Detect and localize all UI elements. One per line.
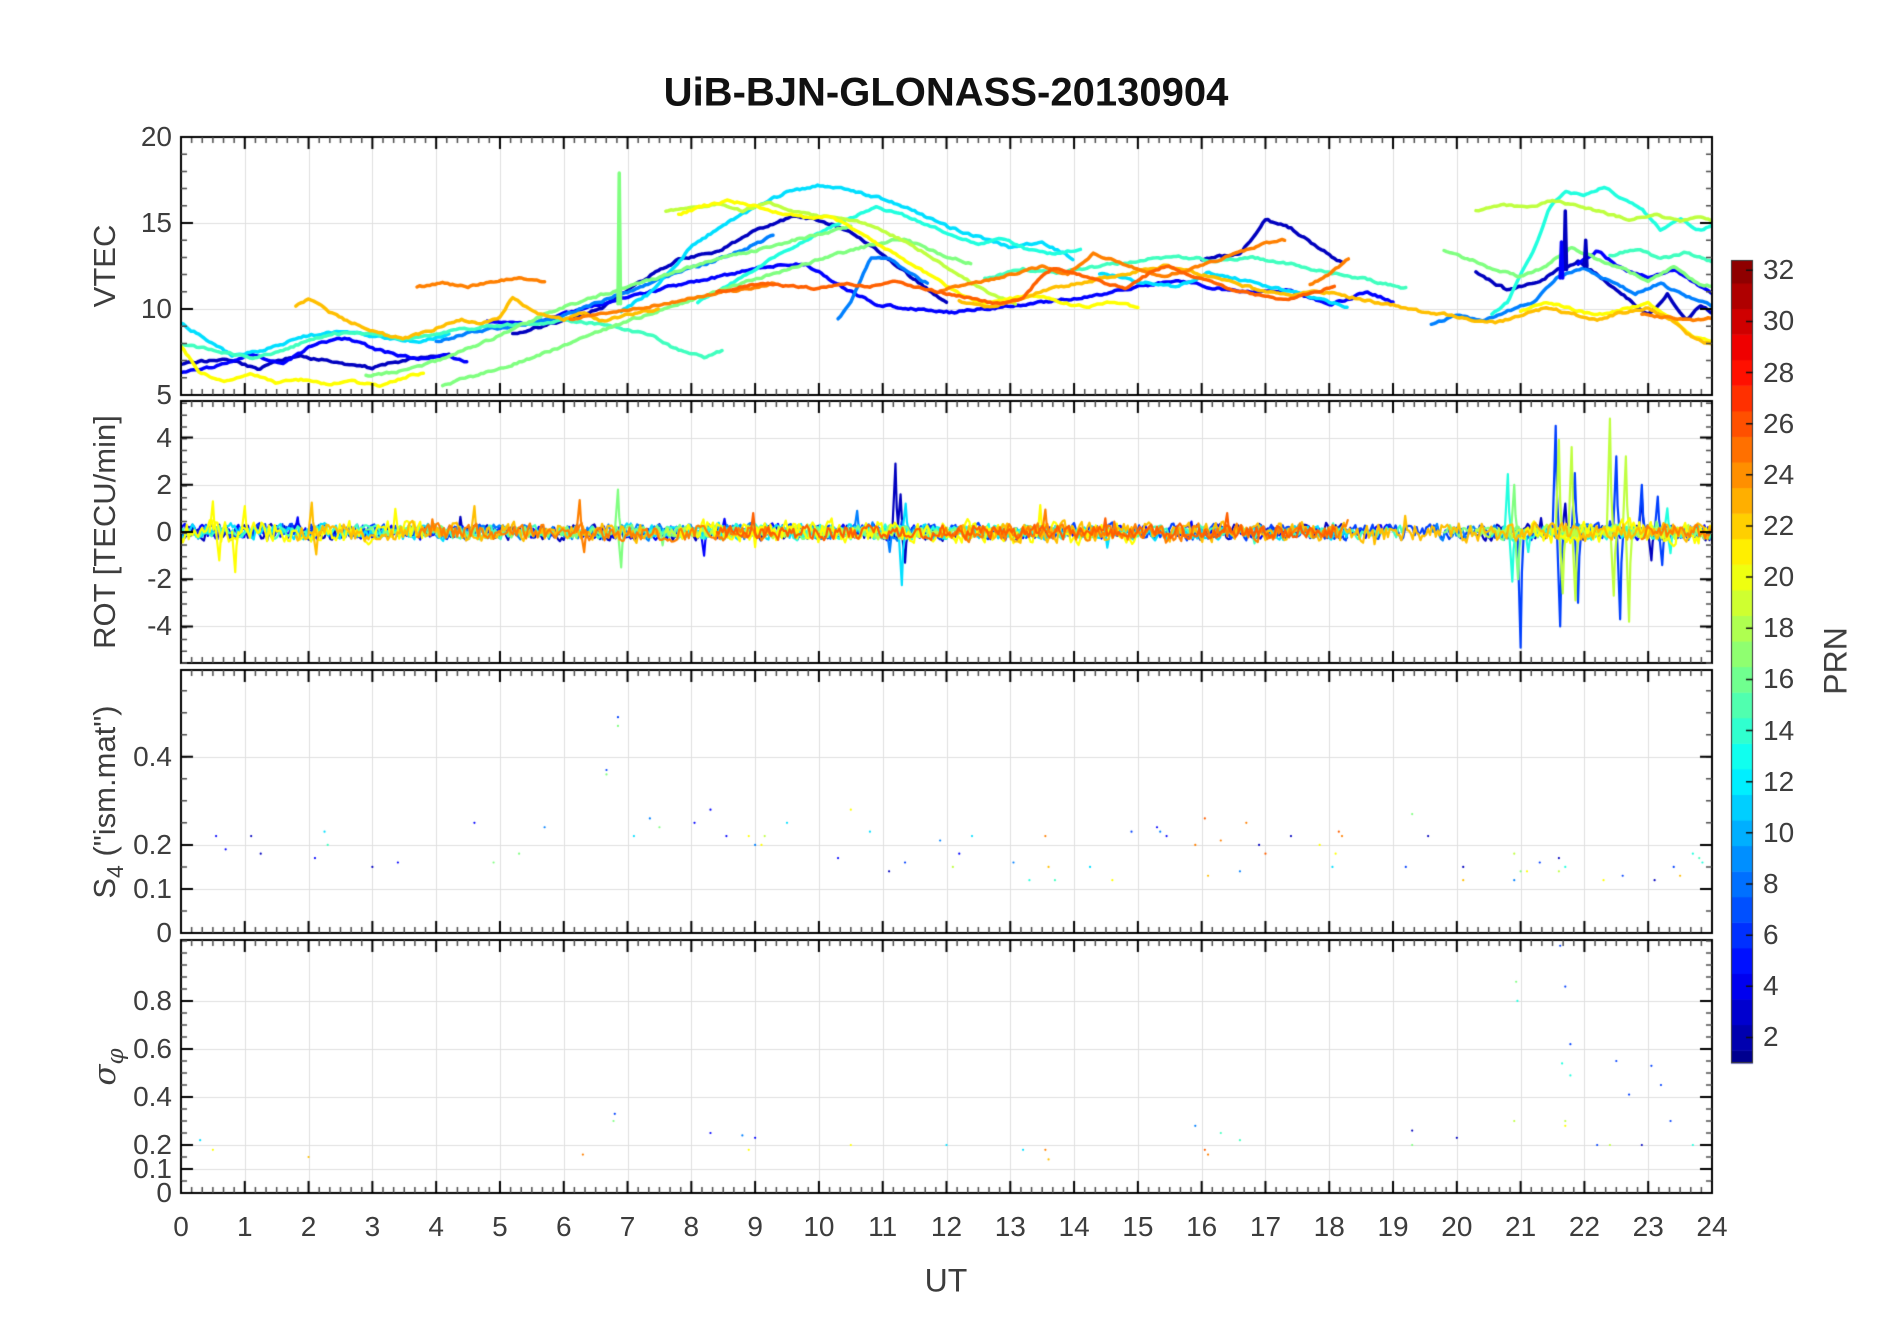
x-tick-label: 18 (1313, 1211, 1345, 1242)
y-tick-label: 0.2 (133, 1128, 172, 1160)
x-tick-label: 17 (1249, 1211, 1282, 1242)
x-tick-label: 23 (1632, 1211, 1664, 1242)
colorbar-tick-label: 20 (1763, 561, 1795, 593)
x-tick-label: 5 (492, 1211, 508, 1242)
y-tick-label: 0.6 (133, 1032, 172, 1064)
colorbar-tick-label: 28 (1763, 356, 1795, 388)
colorbar-tick-label: 2 (1763, 1021, 1779, 1053)
x-tick-label: 20 (1441, 1211, 1473, 1242)
x-tick-label: 13 (994, 1211, 1026, 1242)
x-tick-label: 1 (236, 1211, 253, 1242)
x-tick-label: 8 (683, 1211, 700, 1242)
x-tick-label: 10 (803, 1211, 835, 1242)
x-tick-label: 6 (555, 1211, 572, 1242)
y-tick-label: 0 (156, 917, 172, 948)
x-tick-label: 19 (1377, 1211, 1409, 1242)
x-axis-label: UT (924, 1262, 968, 1299)
colorbar-tick-label: 10 (1763, 816, 1795, 848)
x-tick-label: 24 (1696, 1211, 1728, 1242)
y-tick-label: 20 (140, 121, 172, 152)
y-axis-label-vtec: VTEC (87, 224, 122, 308)
colorbar-tick-label: 4 (1763, 970, 1779, 1002)
y-axis-label-rot: ROT [TECU/min] (87, 415, 122, 649)
y-tick-label: 15 (140, 207, 172, 238)
x-tick-label: 9 (747, 1211, 763, 1242)
x-tick-label: 11 (868, 1211, 898, 1242)
colorbar-label-prn: PRN (1817, 627, 1854, 695)
y-tick-label: 0 (156, 1177, 172, 1208)
x-tick-label: 21 (1505, 1211, 1537, 1242)
y-tick-label: 4 (156, 421, 172, 453)
y-tick-label: 0 (156, 516, 172, 547)
y-tick-label: 0.4 (133, 1080, 172, 1112)
y-tick-label: -2 (147, 563, 172, 595)
y-tick-label: 2 (156, 468, 172, 500)
x-tick-label: 7 (619, 1211, 636, 1242)
x-tick-label: 12 (930, 1211, 963, 1242)
y-tick-label: 0.1 (133, 1152, 172, 1184)
x-tick-label: 4 (428, 1211, 444, 1242)
x-tick-label: 0 (173, 1211, 189, 1242)
y-tick-label: 10 (140, 293, 172, 324)
colorbar-tick-label: 32 (1763, 254, 1795, 286)
y-axis-label-sigma-phi: σφ (87, 1047, 129, 1086)
colorbar-tick-label: 14 (1763, 714, 1795, 746)
colorbar-tick-label: 18 (1763, 612, 1795, 644)
y-tick-label: -4 (147, 610, 172, 642)
y-axis-label-s4: S4 ("ism.mat") (87, 704, 128, 899)
colorbar-tick-label: 22 (1763, 509, 1795, 541)
x-tick-label: 2 (300, 1211, 317, 1242)
colorbar-tick-label: 12 (1763, 765, 1795, 797)
y-tick-label: 5 (156, 379, 172, 410)
colorbar-tick-label: 16 (1763, 663, 1795, 695)
x-tick-label: 3 (364, 1211, 381, 1242)
x-tick-label: 22 (1568, 1211, 1600, 1242)
colorbar-tick-label: 8 (1763, 867, 1779, 899)
x-tick-label: 14 (1058, 1211, 1090, 1242)
y-tick-label: 0.1 (133, 872, 172, 904)
chart-title: UiB-BJN-GLONASS-20130904 (663, 70, 1229, 115)
colorbar-tick-label: 30 (1763, 305, 1795, 337)
colorbar-tick-label: 6 (1763, 919, 1779, 951)
x-tick-label: 16 (1186, 1211, 1218, 1242)
colorbar-tick-label: 26 (1763, 407, 1795, 439)
y-tick-label: 0.2 (133, 828, 172, 860)
y-tick-label: 0.8 (133, 984, 172, 1016)
y-tick-label: 0.4 (133, 740, 172, 772)
colorbar-tick-label: 24 (1763, 458, 1795, 490)
x-tick-label: 15 (1122, 1211, 1154, 1242)
